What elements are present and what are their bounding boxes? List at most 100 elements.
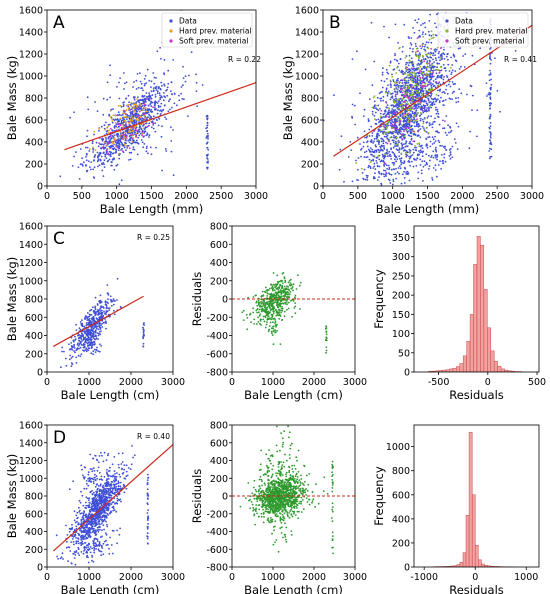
data-point [173, 93, 176, 95]
data-point [139, 98, 142, 101]
data-point [267, 315, 270, 317]
data-point [280, 279, 282, 282]
data-point [59, 175, 62, 178]
data-point [496, 89, 499, 92]
data-point [417, 177, 420, 180]
data-point [132, 134, 134, 137]
data-point [417, 134, 420, 137]
data-point [476, 135, 478, 138]
data-point [459, 47, 461, 49]
x-tick-label: 3000 [161, 377, 185, 388]
data-point [394, 117, 397, 120]
data-point [271, 288, 274, 291]
data-point [117, 126, 120, 128]
data-point [95, 349, 98, 352]
data-point [68, 343, 70, 346]
data-point [429, 88, 432, 91]
data-point [406, 170, 409, 173]
data-point [382, 95, 385, 98]
data-point [490, 83, 493, 86]
data-point [451, 98, 453, 101]
data-point [417, 125, 420, 128]
data-point [434, 34, 437, 36]
data-point [143, 330, 145, 332]
data-point [371, 110, 374, 113]
data-point [99, 315, 102, 318]
data-point [434, 135, 436, 138]
data-point [444, 160, 447, 163]
data-point [423, 160, 426, 163]
data-point [438, 50, 440, 53]
data-point [413, 75, 415, 78]
data-point [413, 112, 415, 115]
data-point [451, 92, 454, 94]
data-point [111, 164, 113, 167]
data-point [103, 159, 106, 162]
data-point [403, 166, 406, 169]
data-point [86, 135, 88, 138]
data-point [420, 169, 423, 172]
data-point [283, 288, 285, 290]
data-point [108, 135, 111, 138]
data-point [437, 112, 440, 115]
data-point [383, 163, 385, 166]
data-point [440, 154, 443, 156]
data-point [432, 101, 435, 103]
data-point [451, 69, 454, 72]
data-point [150, 105, 153, 108]
data-point [427, 109, 430, 111]
data-point [378, 140, 381, 143]
data-point [70, 357, 73, 359]
data-point [443, 76, 445, 78]
data-point [256, 308, 259, 310]
data-point [123, 116, 126, 119]
data-point [119, 134, 121, 137]
data-point [371, 135, 374, 137]
data-point [95, 327, 98, 330]
data-point [151, 101, 154, 104]
x-tick-label: 0 [320, 191, 326, 202]
data-point [92, 353, 95, 356]
data-point [423, 78, 426, 81]
data-point [92, 332, 95, 335]
data-point [299, 308, 301, 310]
data-point [77, 342, 79, 345]
data-point [444, 131, 447, 134]
data-point [103, 166, 106, 169]
data-point [369, 165, 372, 168]
data-point [417, 97, 419, 99]
data-point [90, 313, 93, 316]
data-point [187, 115, 189, 117]
data-point [434, 57, 437, 60]
data-point [96, 110, 99, 112]
data-point [127, 139, 130, 142]
data-point [410, 57, 413, 60]
data-point [99, 333, 102, 336]
x-axis-label: Bale Length (cm) [244, 388, 343, 402]
data-point [154, 95, 157, 98]
data-point [363, 168, 366, 171]
data-point [164, 148, 167, 150]
data-point [72, 340, 75, 343]
plot-area [53, 277, 146, 369]
data-point [106, 127, 108, 129]
data-point [429, 71, 432, 73]
data-point [132, 117, 135, 120]
data-point [408, 148, 411, 151]
data-point [113, 300, 115, 302]
data-point [117, 123, 120, 126]
data-point [389, 92, 391, 94]
data-point [394, 143, 397, 145]
data-point [139, 102, 141, 105]
data-point [288, 293, 291, 296]
data-point [270, 327, 273, 330]
data-point [96, 304, 99, 306]
data-point [110, 137, 113, 140]
data-point [97, 159, 100, 162]
data-point [145, 82, 148, 84]
y-tick-label: 0 [37, 368, 43, 379]
data-point [435, 49, 438, 51]
data-point [281, 318, 283, 321]
data-point [135, 122, 138, 124]
data-point [404, 123, 406, 126]
